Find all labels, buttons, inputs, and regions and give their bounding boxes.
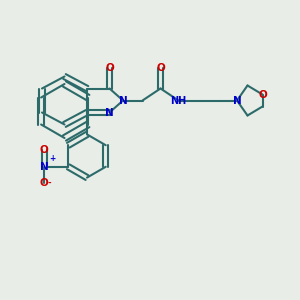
Text: N: N	[232, 95, 242, 106]
Text: O: O	[156, 63, 165, 74]
Text: -: -	[48, 179, 52, 188]
Text: NH: NH	[170, 95, 187, 106]
Text: N: N	[118, 95, 127, 106]
Text: +: +	[50, 154, 56, 164]
Text: N: N	[40, 162, 49, 172]
Text: O: O	[40, 145, 49, 155]
Text: O: O	[40, 178, 49, 188]
Text: O: O	[258, 89, 267, 100]
Text: N: N	[105, 107, 114, 118]
Text: O: O	[105, 63, 114, 74]
